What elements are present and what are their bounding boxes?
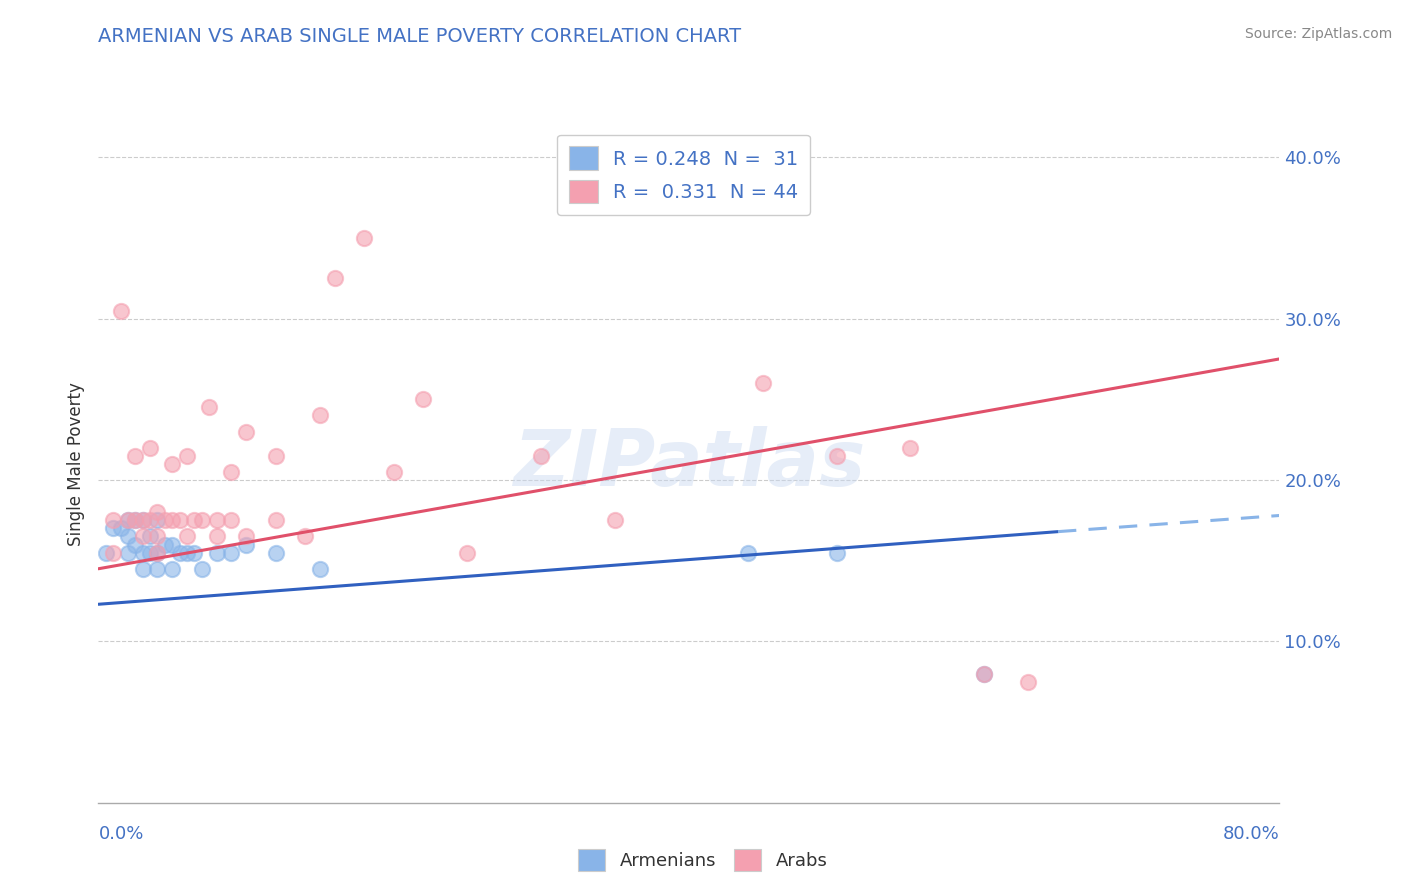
Text: ARMENIAN VS ARAB SINGLE MALE POVERTY CORRELATION CHART: ARMENIAN VS ARAB SINGLE MALE POVERTY COR… bbox=[98, 27, 741, 45]
Point bbox=[1017, 674, 1039, 689]
Point bbox=[294, 529, 316, 543]
Point bbox=[205, 529, 228, 543]
Point bbox=[162, 537, 183, 551]
Legend: Armenians, Arabs: Armenians, Arabs bbox=[571, 842, 835, 879]
Point bbox=[110, 521, 132, 535]
Point bbox=[132, 562, 155, 576]
Point bbox=[117, 513, 139, 527]
Point bbox=[117, 546, 139, 560]
Point bbox=[176, 529, 198, 543]
Point bbox=[169, 546, 191, 560]
Point bbox=[132, 529, 155, 543]
Point bbox=[219, 546, 242, 560]
Point bbox=[219, 513, 242, 527]
Point bbox=[264, 513, 287, 527]
Point bbox=[825, 449, 848, 463]
Text: Source: ZipAtlas.com: Source: ZipAtlas.com bbox=[1244, 27, 1392, 41]
Point bbox=[456, 546, 478, 560]
Point bbox=[973, 666, 995, 681]
Point bbox=[973, 666, 995, 681]
Point bbox=[146, 546, 169, 560]
Point bbox=[205, 513, 228, 527]
Point bbox=[132, 513, 155, 527]
Point bbox=[117, 513, 139, 527]
Point bbox=[183, 513, 205, 527]
Point bbox=[176, 449, 198, 463]
Point bbox=[737, 546, 759, 560]
Point bbox=[124, 513, 146, 527]
Text: ZIPatlas: ZIPatlas bbox=[513, 425, 865, 502]
Point bbox=[139, 513, 162, 527]
Point bbox=[110, 303, 132, 318]
Point bbox=[146, 546, 169, 560]
Point bbox=[139, 529, 162, 543]
Point bbox=[103, 513, 125, 527]
Point bbox=[412, 392, 434, 407]
Point bbox=[235, 537, 257, 551]
Point bbox=[139, 441, 162, 455]
Point bbox=[124, 513, 146, 527]
Point bbox=[353, 231, 375, 245]
Point bbox=[124, 449, 146, 463]
Point bbox=[191, 513, 214, 527]
Point bbox=[264, 546, 287, 560]
Point bbox=[530, 449, 553, 463]
Point bbox=[235, 529, 257, 543]
Point bbox=[176, 546, 198, 560]
Point bbox=[153, 537, 176, 551]
Point bbox=[146, 562, 169, 576]
Point bbox=[900, 441, 922, 455]
Point bbox=[117, 529, 139, 543]
Point bbox=[139, 546, 162, 560]
Point bbox=[132, 513, 155, 527]
Y-axis label: Single Male Poverty: Single Male Poverty bbox=[66, 382, 84, 546]
Text: 80.0%: 80.0% bbox=[1223, 825, 1279, 843]
Point bbox=[94, 546, 117, 560]
Point bbox=[103, 521, 125, 535]
Point bbox=[382, 465, 405, 479]
Point bbox=[162, 457, 183, 471]
Point bbox=[146, 513, 169, 527]
Point bbox=[162, 513, 183, 527]
Point bbox=[605, 513, 627, 527]
Point bbox=[219, 465, 242, 479]
Point bbox=[183, 546, 205, 560]
Point bbox=[323, 271, 346, 285]
Point bbox=[751, 376, 773, 391]
Point bbox=[146, 505, 169, 519]
Point bbox=[169, 513, 191, 527]
Point bbox=[309, 409, 332, 423]
Legend: R = 0.248  N =  31, R =  0.331  N = 44: R = 0.248 N = 31, R = 0.331 N = 44 bbox=[557, 135, 810, 215]
Point bbox=[264, 449, 287, 463]
Point bbox=[235, 425, 257, 439]
Point bbox=[162, 562, 183, 576]
Point bbox=[198, 401, 221, 415]
Point bbox=[153, 513, 176, 527]
Text: 0.0%: 0.0% bbox=[98, 825, 143, 843]
Point bbox=[146, 529, 169, 543]
Point bbox=[103, 546, 125, 560]
Point bbox=[191, 562, 214, 576]
Point bbox=[124, 537, 146, 551]
Point bbox=[205, 546, 228, 560]
Point bbox=[825, 546, 848, 560]
Point bbox=[309, 562, 332, 576]
Point bbox=[132, 546, 155, 560]
